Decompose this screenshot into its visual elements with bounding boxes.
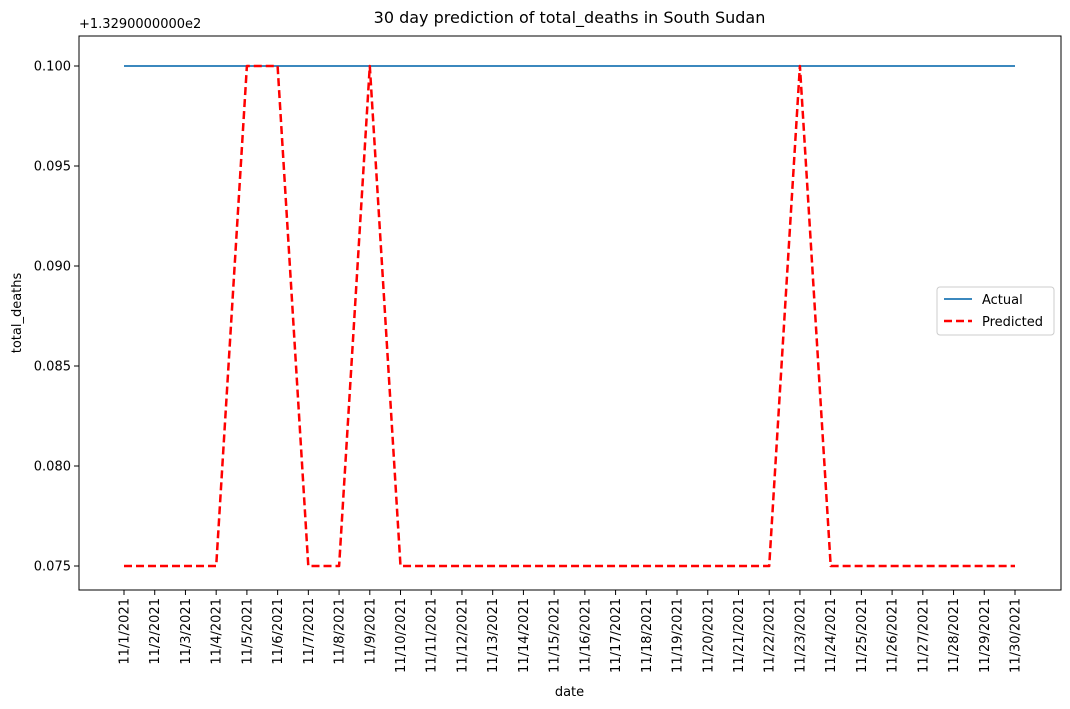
x-axis: 11/1/2021 11/2/2021 11/3/2021 11/4/2021 11/5… xyxy=(118,590,1024,673)
x-tick-label: 11/13/2021 xyxy=(486,598,501,673)
x-tick-label: 11/9/2021 xyxy=(363,598,378,665)
x-tick-label: 11/20/2021 xyxy=(701,598,716,673)
x-tick-label: 11/22/2021 xyxy=(763,598,778,673)
x-tick-label: 11/10/2021 xyxy=(394,598,409,673)
legend: Actual Predicted xyxy=(936,286,1055,336)
x-tick-label: 11/25/2021 xyxy=(855,598,870,673)
plot-area xyxy=(78,35,1062,591)
x-tick-label: 11/14/2021 xyxy=(517,598,532,673)
series-line-predicted xyxy=(124,64,1015,568)
y-tick-label: 0.090 xyxy=(34,260,71,275)
y-tick-label: 0.085 xyxy=(34,360,71,375)
y-tick-label: 0.095 xyxy=(34,160,71,175)
y-axis: 0.075 0.080 0.085 0.090 0.095 0.100 xyxy=(34,60,79,575)
x-tick-label: 11/24/2021 xyxy=(824,598,839,673)
x-tick-label: 11/8/2021 xyxy=(333,598,348,665)
x-tick-label: 11/1/2021 xyxy=(118,598,133,665)
x-tick-label: 11/16/2021 xyxy=(578,598,593,673)
x-tick-label: 11/4/2021 xyxy=(210,598,225,665)
x-tick-label: 11/27/2021 xyxy=(916,598,931,673)
x-tick-label: 11/6/2021 xyxy=(271,598,286,665)
x-tick-label: 11/12/2021 xyxy=(455,598,470,673)
x-tick-label: 11/19/2021 xyxy=(671,598,686,673)
x-tick-label: 11/17/2021 xyxy=(609,598,624,673)
x-tick-label: 11/26/2021 xyxy=(886,598,901,673)
x-tick-label: 11/2/2021 xyxy=(148,598,163,665)
x-tick-label: 11/28/2021 xyxy=(947,598,962,673)
chart-title: 30 day prediction of total_deaths in Sou… xyxy=(374,8,766,28)
x-tick-label: 11/15/2021 xyxy=(548,598,563,673)
x-tick-label: 11/29/2021 xyxy=(978,598,993,673)
x-tick-label: 11/11/2021 xyxy=(425,598,440,673)
y-axis-offset-label: +1.3290000000e2 xyxy=(79,17,201,32)
y-tick-label: 0.080 xyxy=(34,460,71,475)
x-tick-label: 11/7/2021 xyxy=(302,598,317,665)
x-tick-label: 11/3/2021 xyxy=(179,598,194,665)
y-tick-label: 0.100 xyxy=(34,60,71,75)
x-axis-label: date xyxy=(555,685,584,700)
x-tick-label: 11/21/2021 xyxy=(732,598,747,673)
x-tick-label: 11/23/2021 xyxy=(793,598,808,673)
x-tick-label: 11/30/2021 xyxy=(1009,598,1024,673)
x-tick-label: 11/18/2021 xyxy=(640,598,655,673)
y-axis-label: total_deaths xyxy=(10,273,25,354)
y-tick-label: 0.075 xyxy=(34,560,71,575)
series-layer xyxy=(124,64,1015,568)
legend-label-actual: Actual xyxy=(982,293,1023,308)
legend-label-predicted: Predicted xyxy=(982,315,1043,330)
x-tick-label: 11/5/2021 xyxy=(240,598,255,665)
